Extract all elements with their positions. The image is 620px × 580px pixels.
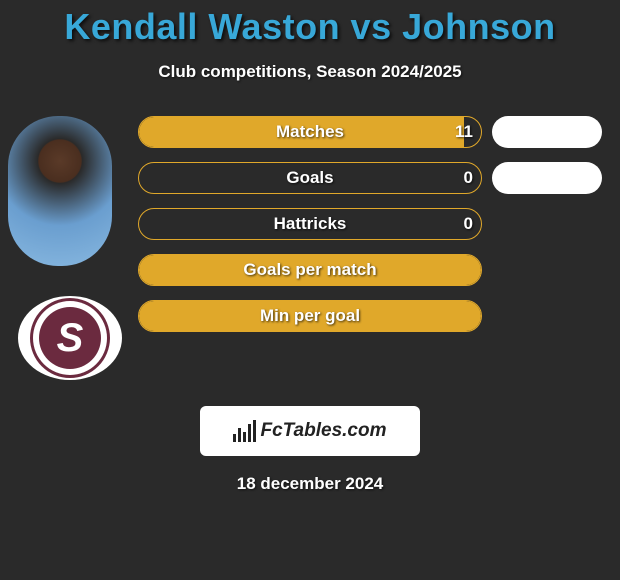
stat-bars: Matches 11 Goals 0 Hattricks 0 (138, 116, 482, 346)
stat-value-left: 0 (464, 163, 473, 193)
stat-bar-bg: Hattricks 0 (138, 208, 482, 240)
brand-logo-icon (233, 420, 256, 442)
stat-bar-bg: Goals per match (138, 254, 482, 286)
comparison-body: S Matches 11 Goals 0 (0, 116, 620, 396)
player-right-pill-goals (492, 162, 602, 194)
stat-bar-bg: Goals 0 (138, 162, 482, 194)
stat-label: Matches (139, 117, 481, 147)
player-left-avatar-image (8, 116, 112, 266)
page-title: Kendall Waston vs Johnson (0, 0, 620, 48)
stat-row-min-per-goal: Min per goal (138, 300, 482, 332)
stat-label: Goals (139, 163, 481, 193)
stat-bar-bg: Matches 11 (138, 116, 482, 148)
brand-logo-text: FcTables.com (260, 420, 386, 442)
player-left-avatar (8, 116, 112, 266)
stat-label: Hattricks (139, 209, 481, 239)
stat-row-goals-per-match: Goals per match (138, 254, 482, 286)
player-left-club-badge: S (18, 296, 122, 380)
player-right-pill-matches (492, 116, 602, 148)
brand-logo: FcTables.com (200, 406, 420, 456)
stat-bar-bg: Min per goal (138, 300, 482, 332)
stat-label: Goals per match (139, 255, 481, 285)
comparison-card: Kendall Waston vs Johnson Club competiti… (0, 0, 620, 580)
stat-row-goals: Goals 0 (138, 162, 482, 194)
stat-value-left: 11 (455, 117, 473, 147)
club-badge-inner: S (39, 307, 101, 369)
club-badge-letter: S (57, 316, 84, 361)
stat-label: Min per goal (139, 301, 481, 331)
stat-row-matches: Matches 11 (138, 116, 482, 148)
stat-row-hattricks: Hattricks 0 (138, 208, 482, 240)
footer-date: 18 december 2024 (0, 474, 620, 494)
stat-value-left: 0 (464, 209, 473, 239)
subtitle: Club competitions, Season 2024/2025 (0, 62, 620, 82)
